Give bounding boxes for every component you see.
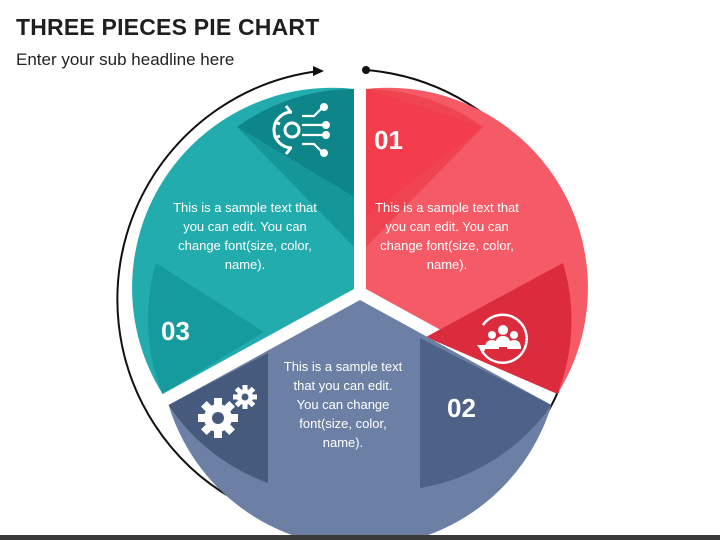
gear-circuit-icon [272, 103, 330, 157]
page-subtitle: Enter your sub headline here [16, 50, 235, 69]
segment-01-number: 01 [374, 125, 403, 155]
segment-01-text: This is a sample text that you can edit.… [375, 200, 519, 272]
segment-02-number: 02 [447, 393, 476, 423]
segment-03 [132, 87, 354, 394]
gears-icon [198, 385, 257, 438]
segment-03-number: 03 [161, 316, 190, 346]
team-refresh-icon [477, 313, 528, 364]
segment-03-text: This is a sample text that you can edit.… [173, 200, 317, 272]
segment-02-text: This is a sample text that you can edit.… [283, 359, 403, 450]
page-title: THREE PIECES PIE CHART [16, 14, 320, 40]
ring-arrowhead [313, 66, 324, 76]
ring-start-dot [362, 66, 370, 74]
bottom-bar [0, 535, 720, 540]
